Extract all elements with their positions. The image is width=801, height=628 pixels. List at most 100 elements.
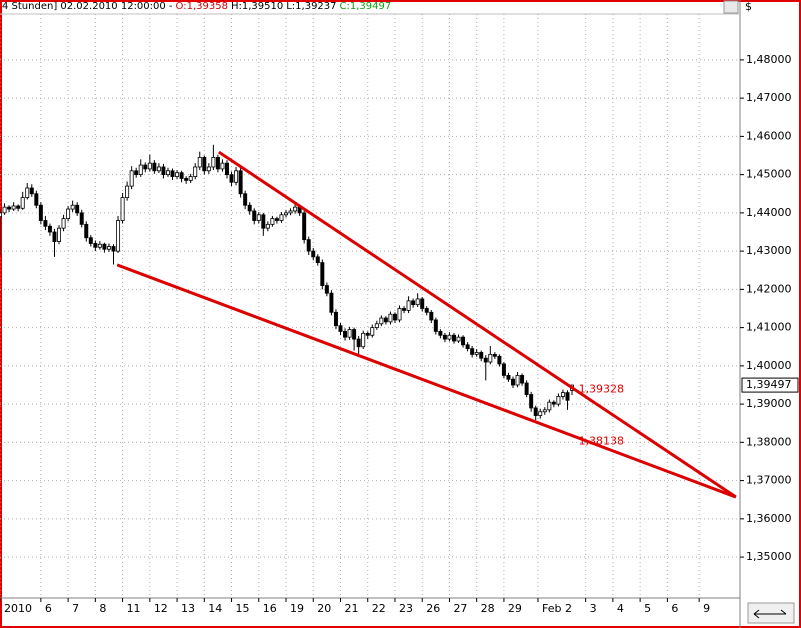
- candle-body: [320, 262, 325, 286]
- candle-body: [274, 218, 279, 221]
- candle-body: [102, 243, 107, 250]
- x-tick-label: 8: [99, 602, 106, 615]
- candle-body: [84, 223, 89, 239]
- candle-body: [347, 329, 352, 338]
- candle-body: [311, 250, 316, 258]
- candle-body: [88, 237, 93, 244]
- last-price-label: 1,39497: [746, 378, 792, 391]
- x-tick-label: 22: [372, 602, 386, 615]
- candle-body: [456, 336, 461, 342]
- y-tick-label: 1,42000: [746, 282, 792, 295]
- candle-body: [165, 170, 170, 176]
- y-tick-label: 1,48000: [746, 53, 792, 66]
- x-tick-label: 11: [127, 602, 141, 615]
- y-tick-label: 1,35000: [746, 550, 792, 563]
- candle-body: [324, 285, 329, 294]
- candle-body: [279, 214, 284, 221]
- candle-body: [388, 313, 393, 323]
- candle-body: [75, 204, 80, 214]
- candle-body: [11, 205, 16, 210]
- candle-body: [302, 212, 307, 241]
- y-tick-label: 1,38000: [746, 435, 792, 448]
- candle-body: [474, 352, 479, 355]
- candle-body: [442, 334, 447, 340]
- candle-body: [52, 231, 57, 242]
- x-tick-label: 20: [317, 602, 331, 615]
- candle-body: [134, 170, 139, 176]
- scroll-button[interactable]: [747, 602, 795, 624]
- scroll-button[interactable]: [723, 0, 739, 14]
- x-tick-label: 27: [453, 602, 467, 615]
- candle-body: [315, 256, 320, 263]
- candle-body: [116, 220, 121, 252]
- candle-body: [461, 336, 466, 346]
- candle-body: [179, 172, 184, 179]
- candle-body: [370, 327, 375, 336]
- x-tick-label: 23: [399, 602, 413, 615]
- candle-body: [451, 334, 456, 342]
- candle-body: [492, 353, 497, 357]
- x-tick-label: 9: [703, 602, 710, 615]
- y-tick-label: 1,45000: [746, 168, 792, 181]
- candle-body: [120, 197, 125, 221]
- candle-body: [374, 323, 379, 329]
- candle-body: [506, 375, 511, 380]
- candle-body: [488, 353, 493, 363]
- candle-body: [38, 204, 43, 221]
- candle-body: [20, 197, 25, 209]
- candle-body: [470, 348, 475, 355]
- candle-body: [520, 375, 525, 384]
- y-tick-label: 1,37000: [746, 474, 792, 487]
- candle-body: [293, 206, 298, 212]
- y-tick-label: 1,39000: [746, 397, 792, 410]
- candle-body: [211, 157, 216, 168]
- candle-body: [379, 317, 384, 325]
- header-high: H:1,39510: [230, 1, 284, 12]
- candle-body: [547, 401, 552, 411]
- candle-body: [538, 411, 543, 416]
- candle-body: [529, 394, 534, 409]
- candle-body: [138, 164, 143, 176]
- candle-body: [433, 319, 438, 332]
- x-tick-label: 13: [181, 602, 195, 615]
- candle-body: [106, 246, 111, 250]
- candle-body: [252, 210, 257, 221]
- candle-body: [429, 311, 434, 321]
- candle-body: [288, 210, 293, 214]
- candle-body: [29, 187, 34, 195]
- trend-line: [116, 263, 737, 499]
- candle-body: [524, 382, 529, 395]
- candle-body: [79, 212, 84, 225]
- x-tick-label: 6: [45, 602, 52, 615]
- candle-body: [551, 401, 556, 405]
- candle-body: [265, 223, 270, 229]
- candle-body: [238, 170, 243, 195]
- candle-body: [156, 166, 161, 172]
- y-tick-label: 1,46000: [746, 129, 792, 142]
- candle-body: [356, 338, 361, 348]
- x-tick-label: 14: [208, 602, 222, 615]
- candle-body: [501, 363, 506, 376]
- candle-body: [333, 311, 338, 327]
- candle-body: [420, 298, 425, 309]
- candle-body: [565, 392, 570, 401]
- candle-body: [556, 396, 561, 405]
- y-tick-label: 1,41000: [746, 321, 792, 334]
- x-tick-label: 12: [154, 602, 168, 615]
- x-tick-label: 7: [72, 602, 79, 615]
- candle-body: [16, 205, 21, 209]
- candle-body: [243, 193, 248, 206]
- candle-body: [70, 204, 75, 210]
- candle-body: [215, 157, 220, 170]
- candle-body: [479, 352, 484, 359]
- header-open: O:1,39358: [175, 1, 228, 12]
- trend-label: 1,38138: [579, 434, 625, 447]
- candle-body: [34, 193, 39, 206]
- y-tick-label: 1,47000: [746, 91, 792, 104]
- candle-body: [152, 162, 157, 172]
- y-tick-label: 1,43000: [746, 244, 792, 257]
- candle-body: [406, 300, 411, 311]
- candle-body: [392, 313, 397, 321]
- x-tick-label: 3: [590, 602, 597, 615]
